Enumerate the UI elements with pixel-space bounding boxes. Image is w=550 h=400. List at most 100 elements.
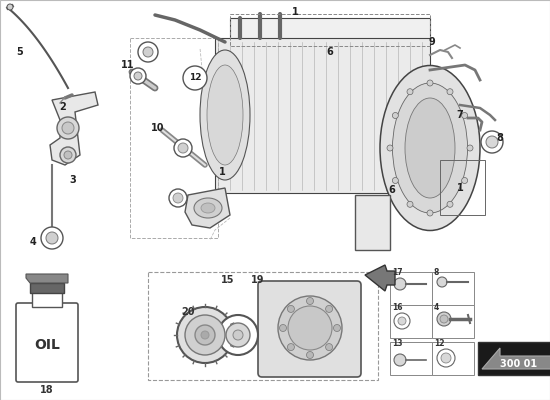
Circle shape (326, 344, 333, 350)
Bar (440, 160, 485, 215)
Bar (230, 14, 430, 46)
Polygon shape (482, 348, 550, 369)
Circle shape (394, 278, 406, 290)
Circle shape (398, 317, 406, 325)
Circle shape (392, 178, 398, 184)
Circle shape (288, 344, 294, 350)
Text: 10: 10 (151, 123, 165, 133)
Circle shape (333, 324, 340, 332)
Circle shape (447, 89, 453, 95)
Circle shape (41, 227, 63, 249)
Circle shape (437, 312, 451, 326)
Circle shape (306, 298, 313, 304)
Circle shape (447, 201, 453, 207)
Circle shape (62, 122, 74, 134)
Circle shape (64, 151, 72, 159)
Ellipse shape (201, 203, 215, 213)
Circle shape (288, 306, 332, 350)
Text: 18: 18 (40, 385, 54, 395)
Text: 5: 5 (16, 47, 23, 57)
Circle shape (185, 315, 225, 355)
Circle shape (392, 112, 398, 118)
Circle shape (427, 210, 433, 216)
Text: 2: 2 (59, 102, 67, 112)
Text: 12: 12 (189, 74, 201, 82)
Polygon shape (26, 274, 68, 283)
Text: 8: 8 (434, 268, 439, 277)
Text: 1: 1 (219, 167, 225, 177)
Text: 7: 7 (456, 110, 463, 120)
Text: 12: 12 (434, 339, 444, 348)
Ellipse shape (405, 98, 455, 198)
Bar (32, 291, 62, 307)
Polygon shape (185, 188, 230, 228)
Circle shape (130, 68, 146, 84)
Bar (215, 38, 430, 193)
Circle shape (174, 139, 192, 157)
Circle shape (178, 143, 188, 153)
Circle shape (394, 354, 406, 366)
Bar (390, 342, 432, 375)
Circle shape (183, 66, 207, 90)
Bar (130, 38, 218, 238)
Ellipse shape (393, 83, 468, 213)
Circle shape (218, 315, 258, 355)
Text: 6: 6 (327, 47, 333, 57)
Circle shape (441, 353, 451, 363)
Circle shape (407, 89, 413, 95)
Text: 17: 17 (392, 268, 403, 277)
Circle shape (461, 178, 468, 184)
Circle shape (440, 315, 448, 323)
Circle shape (326, 306, 333, 312)
Text: 11: 11 (121, 60, 135, 70)
Bar (432, 342, 474, 375)
Text: 4: 4 (434, 303, 439, 312)
Text: 20: 20 (182, 307, 195, 317)
Polygon shape (365, 265, 395, 291)
Polygon shape (50, 92, 98, 165)
Ellipse shape (207, 65, 243, 165)
Circle shape (169, 189, 187, 207)
Circle shape (481, 131, 503, 153)
Circle shape (306, 352, 313, 358)
Circle shape (138, 42, 158, 62)
Text: 1: 1 (292, 7, 298, 17)
Bar (390, 305, 432, 338)
Bar (355, 195, 390, 250)
Ellipse shape (380, 66, 480, 230)
FancyBboxPatch shape (258, 281, 361, 377)
Text: 19: 19 (251, 275, 265, 285)
Circle shape (288, 306, 294, 312)
Text: 1: 1 (456, 183, 463, 193)
Circle shape (201, 331, 209, 339)
Circle shape (407, 201, 413, 207)
Text: 8: 8 (497, 133, 503, 143)
Ellipse shape (200, 50, 250, 180)
Circle shape (7, 4, 13, 10)
Circle shape (195, 325, 215, 345)
Text: OIL: OIL (34, 338, 60, 352)
Circle shape (226, 323, 250, 347)
Text: 300 01: 300 01 (500, 359, 537, 369)
Circle shape (60, 147, 76, 163)
Circle shape (46, 232, 58, 244)
Text: 4: 4 (30, 237, 36, 247)
Text: 6: 6 (389, 185, 395, 195)
Text: 9: 9 (428, 37, 436, 47)
Bar (478, 342, 550, 375)
Text: 3: 3 (70, 175, 76, 185)
Circle shape (173, 193, 183, 203)
Bar (432, 272, 474, 305)
Circle shape (437, 277, 447, 287)
Bar (148, 272, 378, 380)
Circle shape (387, 145, 393, 151)
Circle shape (461, 112, 468, 118)
Circle shape (233, 330, 243, 340)
Text: 16: 16 (392, 303, 403, 312)
Circle shape (143, 47, 153, 57)
Circle shape (278, 296, 342, 360)
Circle shape (279, 324, 287, 332)
Text: 13: 13 (392, 339, 403, 348)
FancyBboxPatch shape (16, 303, 78, 382)
Bar (30, 283, 64, 293)
